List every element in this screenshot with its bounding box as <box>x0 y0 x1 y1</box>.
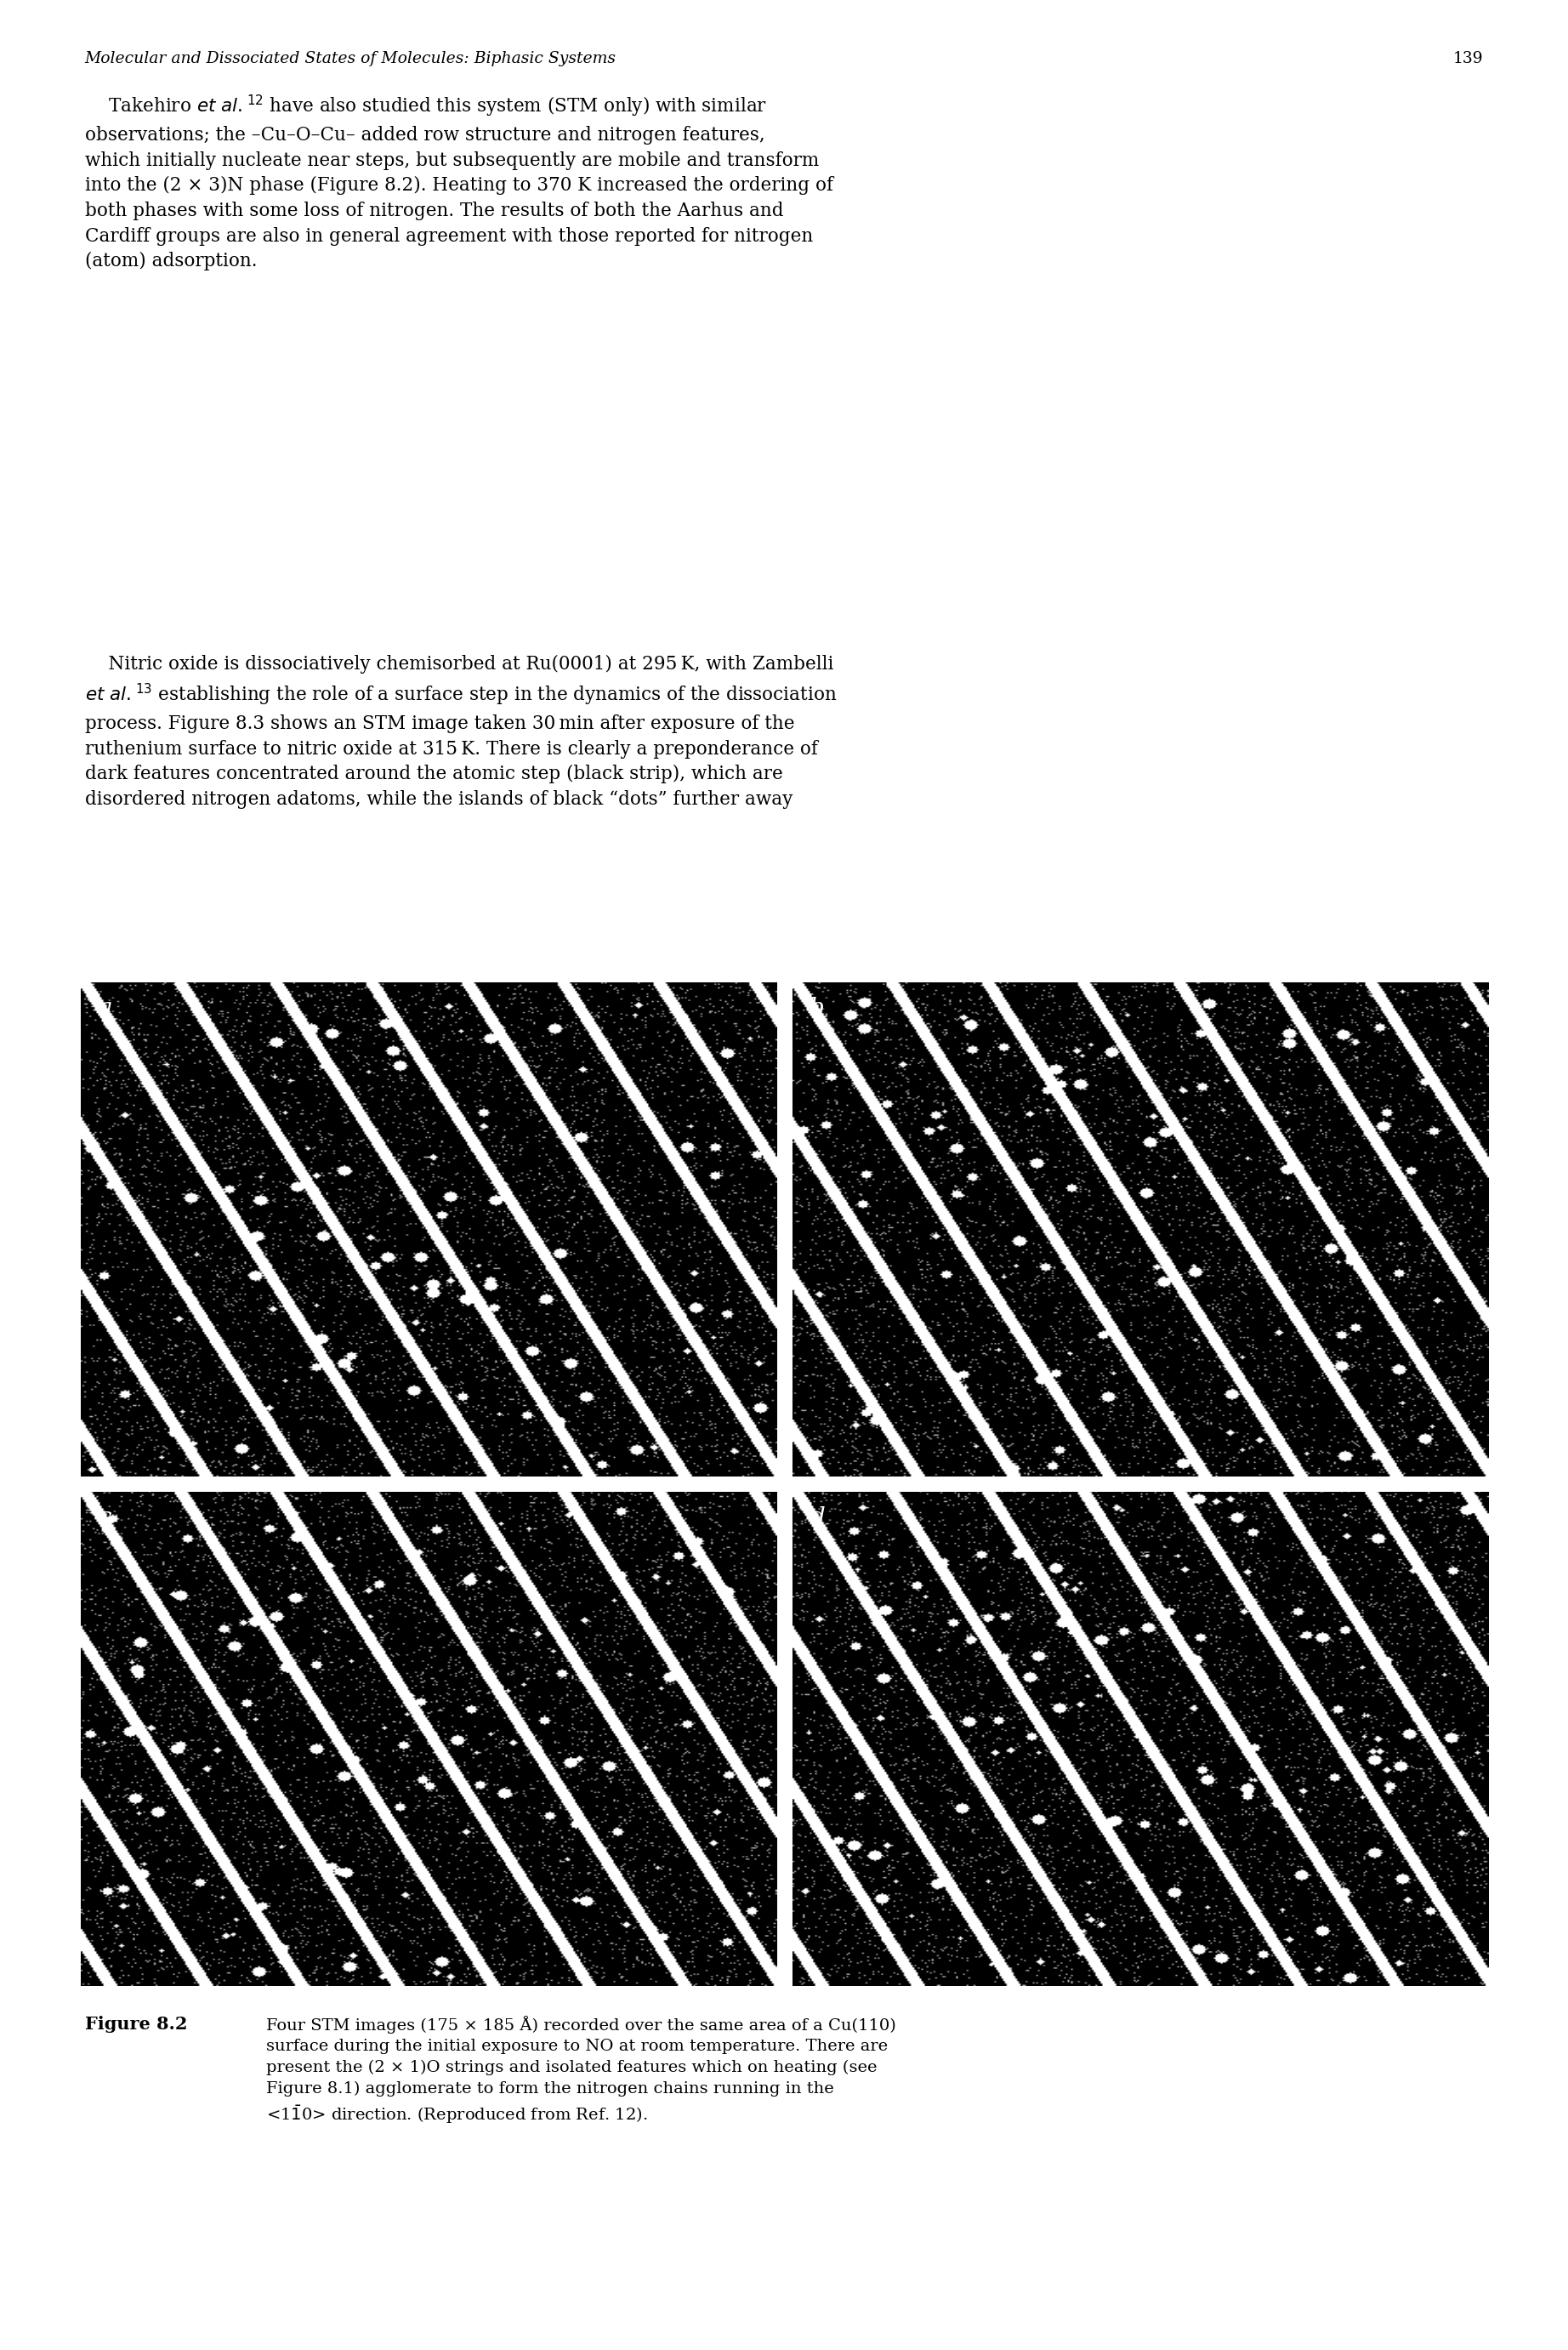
Text: b: b <box>809 996 825 1020</box>
Text: Takehiro $\mathit{et\ al.}^{12}$ have also studied this system (STM only) with s: Takehiro $\mathit{et\ al.}^{12}$ have al… <box>85 94 833 270</box>
Text: Molecular and Dissociated States of Molecules: Biphasic Systems: Molecular and Dissociated States of Mole… <box>85 52 616 66</box>
Text: c: c <box>99 1506 111 1530</box>
Text: Nitric oxide is dissociatively chemisorbed at Ru(0001) at 295 K, with Zambelli
$: Nitric oxide is dissociatively chemisorb… <box>85 656 837 808</box>
Text: Four STM images (175 × 185 Å) recorded over the same area of a Cu(110)
surface d: Four STM images (175 × 185 Å) recorded o… <box>267 2016 897 2127</box>
Text: d: d <box>809 1506 825 1530</box>
Text: Figure 8.2: Figure 8.2 <box>85 2016 187 2033</box>
Text: 139: 139 <box>1454 52 1483 66</box>
Text: a: a <box>99 996 113 1020</box>
